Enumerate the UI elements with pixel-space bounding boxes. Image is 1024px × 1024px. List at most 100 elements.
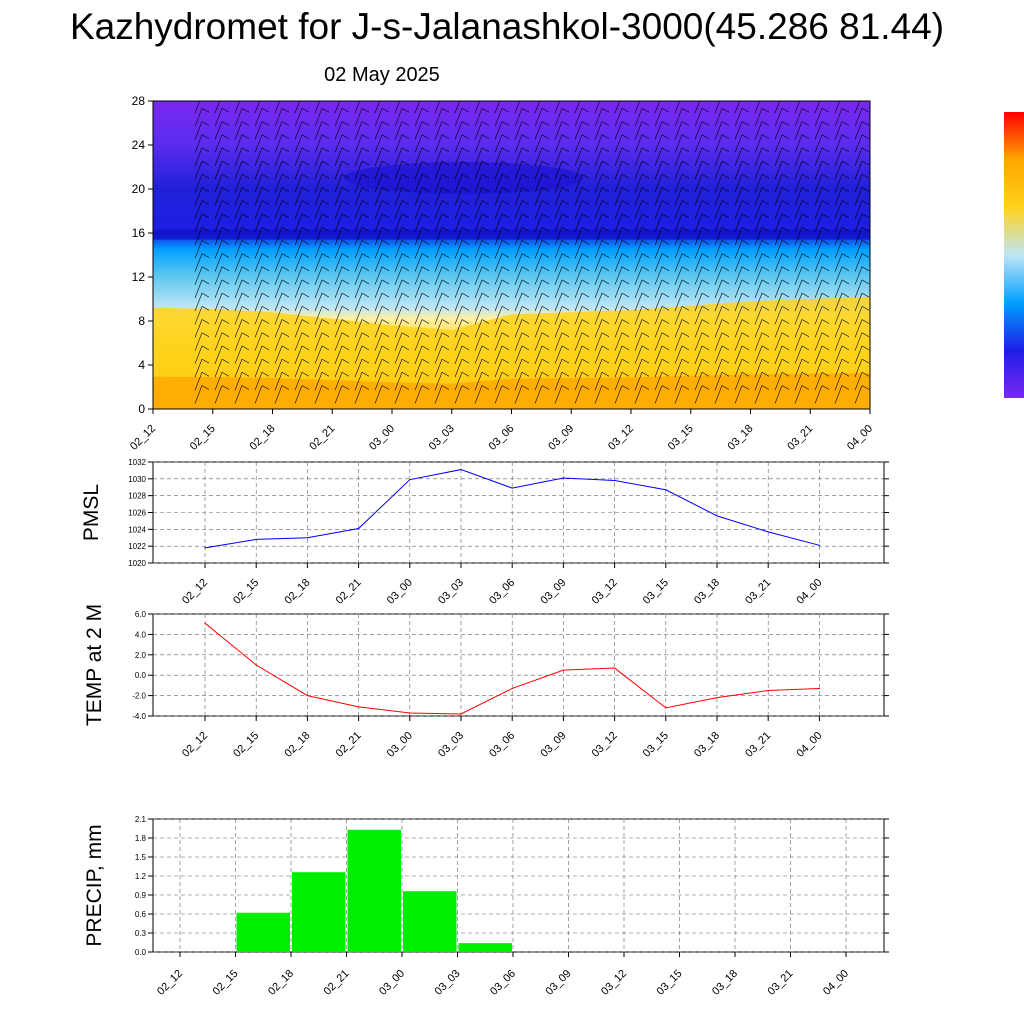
wind-barb-shaft [674, 174, 683, 193]
wind-barb-flag [741, 108, 750, 113]
wind-barb-flag [701, 174, 710, 179]
wind-barb-shaft [594, 121, 603, 140]
wind-barb-flag [681, 292, 690, 298]
wind-barb-flag [841, 213, 850, 219]
forecast-date: 02 May 2025 [324, 64, 440, 86]
wind-barb [234, 292, 250, 312]
wind-barb [514, 306, 530, 325]
wind-barb-flag [462, 95, 469, 99]
wind-barb-flag [401, 240, 410, 245]
wind-barb-flag [882, 108, 889, 112]
wind-barb-flag [341, 385, 350, 390]
wind-barb [794, 292, 810, 312]
wind-barb [594, 213, 610, 233]
wind-barb-shaft [574, 345, 583, 365]
wind-barb [875, 280, 889, 298]
wind-barb-shaft [594, 358, 603, 378]
wind-barb-flag [882, 320, 889, 324]
wind-barb-flag [841, 306, 850, 311]
wind-barb [854, 306, 870, 325]
wind-barb-shaft [274, 332, 283, 351]
data-point [460, 468, 462, 471]
wind-barb [194, 345, 210, 365]
wind-barb-shaft [594, 279, 603, 299]
wind-barb [834, 240, 850, 259]
wind-barb-flag [541, 226, 550, 232]
wind-barb-flag [781, 213, 790, 219]
wind-barb-flag [661, 200, 670, 205]
x-tick-label: 03_09 [538, 577, 568, 607]
wind-barb-flag [321, 319, 330, 324]
wind-barb-shaft [694, 200, 703, 219]
wind-barb-flag [841, 121, 850, 126]
wind-barb [714, 240, 730, 259]
wind-barb [294, 319, 310, 338]
wind-barb [214, 306, 230, 325]
wind-barb-shaft [274, 292, 283, 312]
wind-barb [314, 266, 330, 285]
wind-barb-shaft [654, 332, 663, 351]
wind-barb-shaft [794, 372, 803, 391]
wind-barb [814, 187, 830, 206]
wind-barb-shaft [474, 306, 483, 325]
wind-barb-flag [361, 187, 370, 192]
wind-barb-flag [882, 188, 889, 192]
wind-barb [714, 332, 730, 351]
wind-barb-shaft [194, 160, 203, 180]
wind-barb-flag [321, 213, 330, 219]
wind-barb [274, 187, 290, 206]
wind-barb-shaft [414, 147, 423, 167]
wind-barb-shaft [834, 306, 843, 325]
wind-barb-flag [621, 385, 630, 390]
wind-barb-shaft [354, 240, 363, 259]
wind-barb-shaft [875, 122, 882, 140]
wind-barb-flag [641, 174, 650, 179]
wind-barb [334, 134, 350, 153]
wind-barb [754, 319, 770, 338]
wind-barb-shaft [474, 187, 483, 206]
wind-barb [854, 372, 870, 391]
wind-barb [414, 306, 430, 325]
wind-barb-flag [761, 279, 770, 285]
wind-barb [334, 240, 350, 259]
wind-barb [434, 121, 450, 140]
wind-barb-shaft [594, 332, 603, 351]
wind-barb-shaft [274, 108, 283, 127]
wind-barb-shaft [714, 292, 723, 312]
wind-barb-flag [482, 95, 489, 99]
wind-barb [414, 266, 430, 285]
wind-barb-flag [481, 187, 490, 192]
wind-barb-flag [441, 253, 450, 258]
wind-barb [554, 253, 570, 272]
wind-barb-flag [221, 319, 230, 324]
wind-barb-shaft [554, 266, 563, 285]
wind-barb-flag [261, 345, 270, 351]
wind-barb-flag [501, 147, 510, 153]
data-point [818, 687, 821, 690]
wind-barb [534, 385, 550, 404]
wind-barb-flag [321, 385, 330, 390]
wind-barb-flag [201, 200, 210, 205]
wind-barb-flag [641, 345, 650, 351]
wind-barb-shaft [274, 253, 283, 272]
wind-barb-shaft [834, 240, 843, 259]
wind-barb [414, 213, 430, 233]
wind-barb-flag [841, 174, 850, 179]
wind-barb-flag [902, 174, 909, 178]
wind-barb-flag [541, 345, 550, 351]
wind-barb-shaft [214, 266, 223, 285]
wind-barb [814, 319, 830, 338]
wind-barb [474, 253, 490, 272]
wind-barb-shaft [754, 174, 763, 193]
wind-barb-flag [761, 226, 770, 232]
wind-barb-flag [461, 187, 470, 192]
wind-barb-flag [681, 240, 690, 245]
wind-barb-flag [682, 95, 689, 99]
wind-barb-shaft [694, 266, 703, 285]
wind-barb-flag [461, 200, 470, 205]
wind-barb-flag [581, 358, 590, 364]
x-tick-label: 03_03 [436, 577, 466, 607]
wind-barb-shaft [794, 226, 803, 246]
x-tick-label: 03_15 [641, 577, 671, 607]
x-tick-label: 03_18 [692, 730, 722, 760]
